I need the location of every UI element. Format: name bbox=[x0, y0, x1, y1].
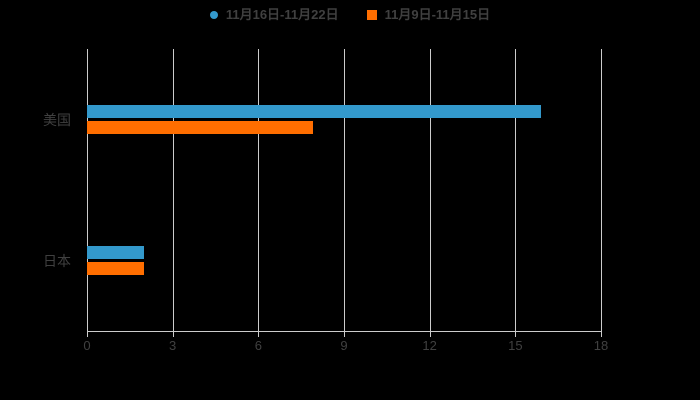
legend-marker-square-icon bbox=[366, 9, 377, 20]
bar-group-1 bbox=[87, 49, 601, 190]
tick-mark-x-12 bbox=[429, 332, 431, 337]
legend-marker-circle-icon bbox=[209, 10, 218, 19]
bar-series1-cat1[interactable] bbox=[87, 105, 542, 118]
tick-mark-x-15 bbox=[515, 332, 517, 337]
tick-mark-x-3 bbox=[172, 332, 174, 337]
tick-mark-x-18 bbox=[601, 332, 602, 337]
tick-mark-x-6 bbox=[258, 332, 260, 337]
bar-series2-cat1[interactable] bbox=[87, 121, 313, 134]
gridline-x-3 bbox=[172, 49, 174, 331]
x-tick-label-12: 12 bbox=[422, 338, 437, 353]
bar-series2-cat2[interactable] bbox=[87, 262, 145, 275]
x-tick-label-6: 6 bbox=[254, 338, 262, 353]
legend-label: 11月16日-11月22日 bbox=[225, 7, 339, 22]
gridline-x-6 bbox=[258, 49, 260, 331]
x-axis-line bbox=[87, 331, 602, 332]
category-label-1: 美国 bbox=[43, 111, 71, 128]
plot-area bbox=[87, 49, 602, 331]
chart-legend: 11月16日-11月22日 11月9日-11月15日 bbox=[0, 6, 700, 23]
x-tick-label-3: 3 bbox=[169, 338, 177, 353]
gridline-x-15 bbox=[515, 49, 517, 331]
x-axis-labels: 0 3 6 9 12 15 18 bbox=[83, 338, 608, 356]
x-tick-label-9: 9 bbox=[340, 338, 348, 353]
bar-series1-cat2[interactable] bbox=[87, 246, 145, 259]
tick-mark-x-9 bbox=[344, 332, 345, 337]
gridline-x-18 bbox=[601, 49, 602, 331]
x-tick-label-0: 0 bbox=[83, 338, 91, 353]
legend-item-week1[interactable]: 11月9日-11月15日 bbox=[366, 6, 491, 23]
legend-label: 11月9日-11月15日 bbox=[384, 7, 491, 22]
legend-item-week2[interactable]: 11月16日-11月22日 bbox=[209, 6, 339, 23]
x-tick-label-15: 15 bbox=[508, 338, 523, 353]
x-tick-label-18: 18 bbox=[593, 338, 609, 353]
tick-mark-x-0 bbox=[87, 332, 88, 337]
category-label-2: 日本 bbox=[43, 252, 71, 269]
gridline-x-0 bbox=[87, 49, 88, 331]
bar-group-2 bbox=[87, 190, 601, 331]
gridline-x-9 bbox=[344, 49, 345, 331]
gridline-x-12 bbox=[429, 49, 431, 331]
category-axis: 美国 日本 bbox=[0, 49, 79, 331]
bar-rows bbox=[87, 49, 601, 331]
